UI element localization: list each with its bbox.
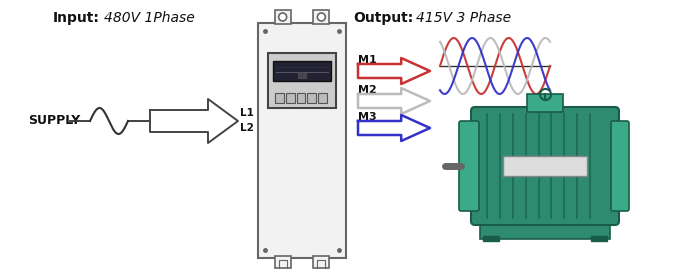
Bar: [268, 53, 336, 108]
Circle shape: [279, 13, 287, 21]
Bar: [273, 61, 331, 81]
Bar: [298, 72, 306, 78]
FancyBboxPatch shape: [459, 121, 479, 211]
Polygon shape: [150, 99, 238, 143]
Polygon shape: [358, 115, 430, 141]
Bar: [483, 236, 499, 241]
Text: Output:: Output:: [353, 11, 413, 25]
Text: 480V 1Phase: 480V 1Phase: [104, 11, 194, 25]
Bar: [275, 256, 290, 268]
Bar: [258, 23, 346, 258]
Bar: [296, 93, 305, 103]
Bar: [275, 10, 290, 24]
Bar: [527, 94, 563, 112]
Bar: [480, 219, 610, 239]
Bar: [275, 93, 284, 103]
Text: M2: M2: [358, 85, 377, 95]
Bar: [286, 93, 294, 103]
Text: M3: M3: [358, 112, 377, 122]
Text: L2: L2: [240, 123, 254, 133]
Text: Input:: Input:: [53, 11, 100, 25]
Polygon shape: [358, 58, 430, 84]
Bar: [313, 10, 329, 24]
Bar: [318, 93, 327, 103]
Circle shape: [318, 13, 325, 21]
Bar: [307, 93, 316, 103]
Text: M1: M1: [358, 55, 377, 65]
FancyBboxPatch shape: [471, 107, 619, 225]
FancyBboxPatch shape: [611, 121, 629, 211]
Text: SUPPLY: SUPPLY: [28, 115, 80, 128]
Bar: [503, 156, 587, 176]
Bar: [313, 256, 329, 268]
Text: 415V 3 Phase: 415V 3 Phase: [416, 11, 511, 25]
Bar: [591, 236, 607, 241]
Polygon shape: [358, 88, 430, 114]
Text: L1: L1: [240, 108, 254, 118]
